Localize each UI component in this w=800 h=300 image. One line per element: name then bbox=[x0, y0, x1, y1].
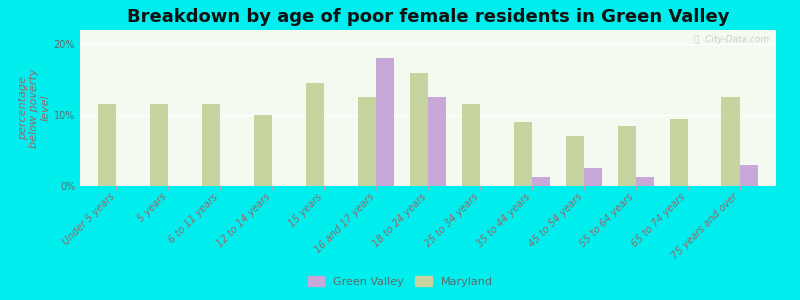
Bar bbox=[584, 168, 602, 186]
Bar bbox=[358, 98, 376, 186]
Bar bbox=[618, 126, 636, 186]
Bar bbox=[202, 104, 220, 186]
Bar bbox=[254, 115, 272, 186]
Bar bbox=[98, 104, 116, 186]
Bar bbox=[306, 83, 324, 186]
Bar bbox=[636, 178, 654, 186]
Bar bbox=[514, 122, 532, 186]
Bar bbox=[410, 73, 428, 186]
Bar bbox=[532, 178, 550, 186]
Bar bbox=[740, 165, 758, 186]
Bar bbox=[376, 58, 394, 186]
Y-axis label: percentage
below poverty
level: percentage below poverty level bbox=[18, 68, 51, 148]
Legend: Green Valley, Maryland: Green Valley, Maryland bbox=[303, 272, 497, 291]
Bar bbox=[150, 104, 168, 186]
Title: Breakdown by age of poor female residents in Green Valley: Breakdown by age of poor female resident… bbox=[126, 8, 730, 26]
Text: ⓘ  City-Data.com: ⓘ City-Data.com bbox=[694, 35, 769, 44]
Bar bbox=[722, 98, 740, 186]
Bar bbox=[566, 136, 584, 186]
Bar bbox=[462, 104, 480, 186]
Bar bbox=[670, 118, 688, 186]
Bar bbox=[428, 98, 446, 186]
